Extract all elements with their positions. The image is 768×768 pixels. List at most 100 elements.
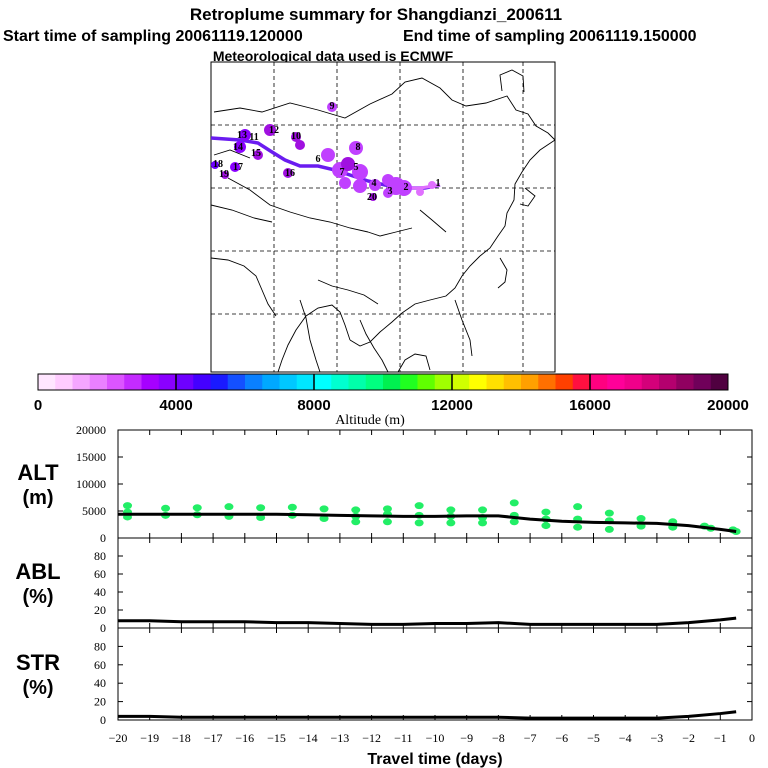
cluster-marker xyxy=(369,193,377,201)
subtitle-start: Start time of sampling 20061119.120000 xyxy=(3,28,303,45)
colorbar-tick-label: 16000 xyxy=(569,397,611,414)
colorbar-swatch xyxy=(72,374,91,390)
track-day-label: 17 xyxy=(233,162,243,173)
y-tick-label: 40 xyxy=(94,585,106,599)
colorbar-swatch xyxy=(590,374,608,390)
colorbar-swatch xyxy=(158,374,177,390)
y-axis-unit: (%) xyxy=(22,677,53,699)
colorbar-swatch xyxy=(572,374,591,390)
colorbar-swatch xyxy=(417,374,436,390)
x-tick-label: −5 xyxy=(587,731,600,745)
altitude-point xyxy=(414,502,424,510)
y-tick-label: 0 xyxy=(100,713,106,727)
cluster-marker xyxy=(211,161,219,169)
track-day-label: 2 xyxy=(404,182,409,193)
altitude-point xyxy=(192,504,202,512)
colorbar-swatch xyxy=(452,374,470,390)
x-tick-label: −15 xyxy=(267,731,286,745)
colorbar-swatch xyxy=(624,374,643,390)
altitude-point xyxy=(478,506,488,514)
colorbar-swatch xyxy=(279,374,298,390)
panel-frame xyxy=(117,627,753,721)
colorbar-swatch xyxy=(210,374,229,390)
colorbar-swatch xyxy=(193,374,211,390)
subtitle-end: End time of sampling 20061119.150000 xyxy=(403,28,697,45)
track-day-label: 1 xyxy=(436,178,441,189)
cluster-marker xyxy=(339,177,351,189)
y-tick-label: 10000 xyxy=(76,477,106,491)
colorbar-swatch xyxy=(245,374,263,390)
track-day-label: 20 xyxy=(367,192,377,203)
colorbar-swatch xyxy=(141,374,160,390)
track-day-label: 6 xyxy=(316,154,321,165)
cluster-marker xyxy=(352,164,368,180)
chart-title: Retroplume summary for Shangdianzi_20061… xyxy=(190,5,562,24)
map-frame xyxy=(210,61,556,373)
cluster-marker xyxy=(341,157,355,171)
colorbar-swatch xyxy=(607,374,625,390)
colorbar-swatch xyxy=(400,374,418,390)
y-axis-unit: (m) xyxy=(22,487,53,509)
altitude-point xyxy=(382,505,392,513)
colorbar-swatch xyxy=(89,374,108,390)
altitude-point xyxy=(573,503,583,511)
cluster-marker xyxy=(416,188,424,196)
altitude-point xyxy=(351,518,361,526)
track-day-label: 3 xyxy=(388,186,393,197)
altitude-point xyxy=(446,519,456,527)
y-tick-label: 60 xyxy=(94,658,106,672)
colorbar-swatch xyxy=(331,374,349,390)
track-day-label: 5 xyxy=(354,162,359,173)
colorbar-swatch xyxy=(521,374,539,390)
x-tick-label: −12 xyxy=(362,731,381,745)
colorbar-swatch xyxy=(262,374,280,390)
track-day-label: 4 xyxy=(372,178,377,189)
colorbar-swatch xyxy=(55,374,73,390)
colorbar-tick-label: 0 xyxy=(34,397,42,414)
altitude-point xyxy=(123,502,133,510)
colorbar-swatch xyxy=(296,374,315,390)
colorbar-swatch xyxy=(365,374,384,390)
cluster-marker xyxy=(221,171,229,179)
y-tick-label: 40 xyxy=(94,676,106,690)
abl-line xyxy=(118,616,737,626)
colorbar-swatch xyxy=(641,374,660,390)
subtitle-met: Meteorological data used is ECMWF xyxy=(213,48,454,64)
track-day-label: 12 xyxy=(269,125,279,136)
altitude-point xyxy=(351,506,361,514)
y-axis-title: ALT xyxy=(17,460,59,485)
y-tick-label: 80 xyxy=(94,639,106,653)
x-axis-title: Travel time (days) xyxy=(367,751,502,768)
x-tick-label: −7 xyxy=(524,731,537,745)
cluster-marker xyxy=(234,141,246,153)
track-day-label: 16 xyxy=(285,168,295,179)
colorbar-swatch xyxy=(38,374,56,390)
colorbar-swatch xyxy=(710,374,729,390)
y-tick-label: 80 xyxy=(94,549,106,563)
x-tick-label: −10 xyxy=(426,731,445,745)
altitude-point xyxy=(478,519,488,527)
panel-alt: 0 5000 10000 15000 20000 ALT(m) xyxy=(17,423,753,545)
colorbar-swatch xyxy=(693,374,712,390)
track-day-label: 9 xyxy=(330,101,335,112)
colorbar-swatch xyxy=(176,374,194,390)
altitude-point xyxy=(604,509,614,517)
colorbar-swatch xyxy=(555,374,574,390)
cluster-marker xyxy=(428,181,436,189)
cluster-marker xyxy=(230,162,240,172)
altitude-point xyxy=(414,519,424,527)
colorbar-swatch xyxy=(227,374,246,390)
cluster-marker xyxy=(264,124,276,136)
y-tick-label: 20 xyxy=(94,695,106,709)
colorbar-swatch xyxy=(124,374,142,390)
altitude-point xyxy=(541,508,551,516)
y-tick-label: 20 xyxy=(94,603,106,617)
cluster-marker xyxy=(353,179,367,193)
panel-frame xyxy=(117,429,753,539)
cluster-marker xyxy=(396,180,412,196)
altitude-point xyxy=(287,503,297,511)
cluster-marker xyxy=(321,148,335,162)
track-day-label: 19 xyxy=(219,169,229,180)
